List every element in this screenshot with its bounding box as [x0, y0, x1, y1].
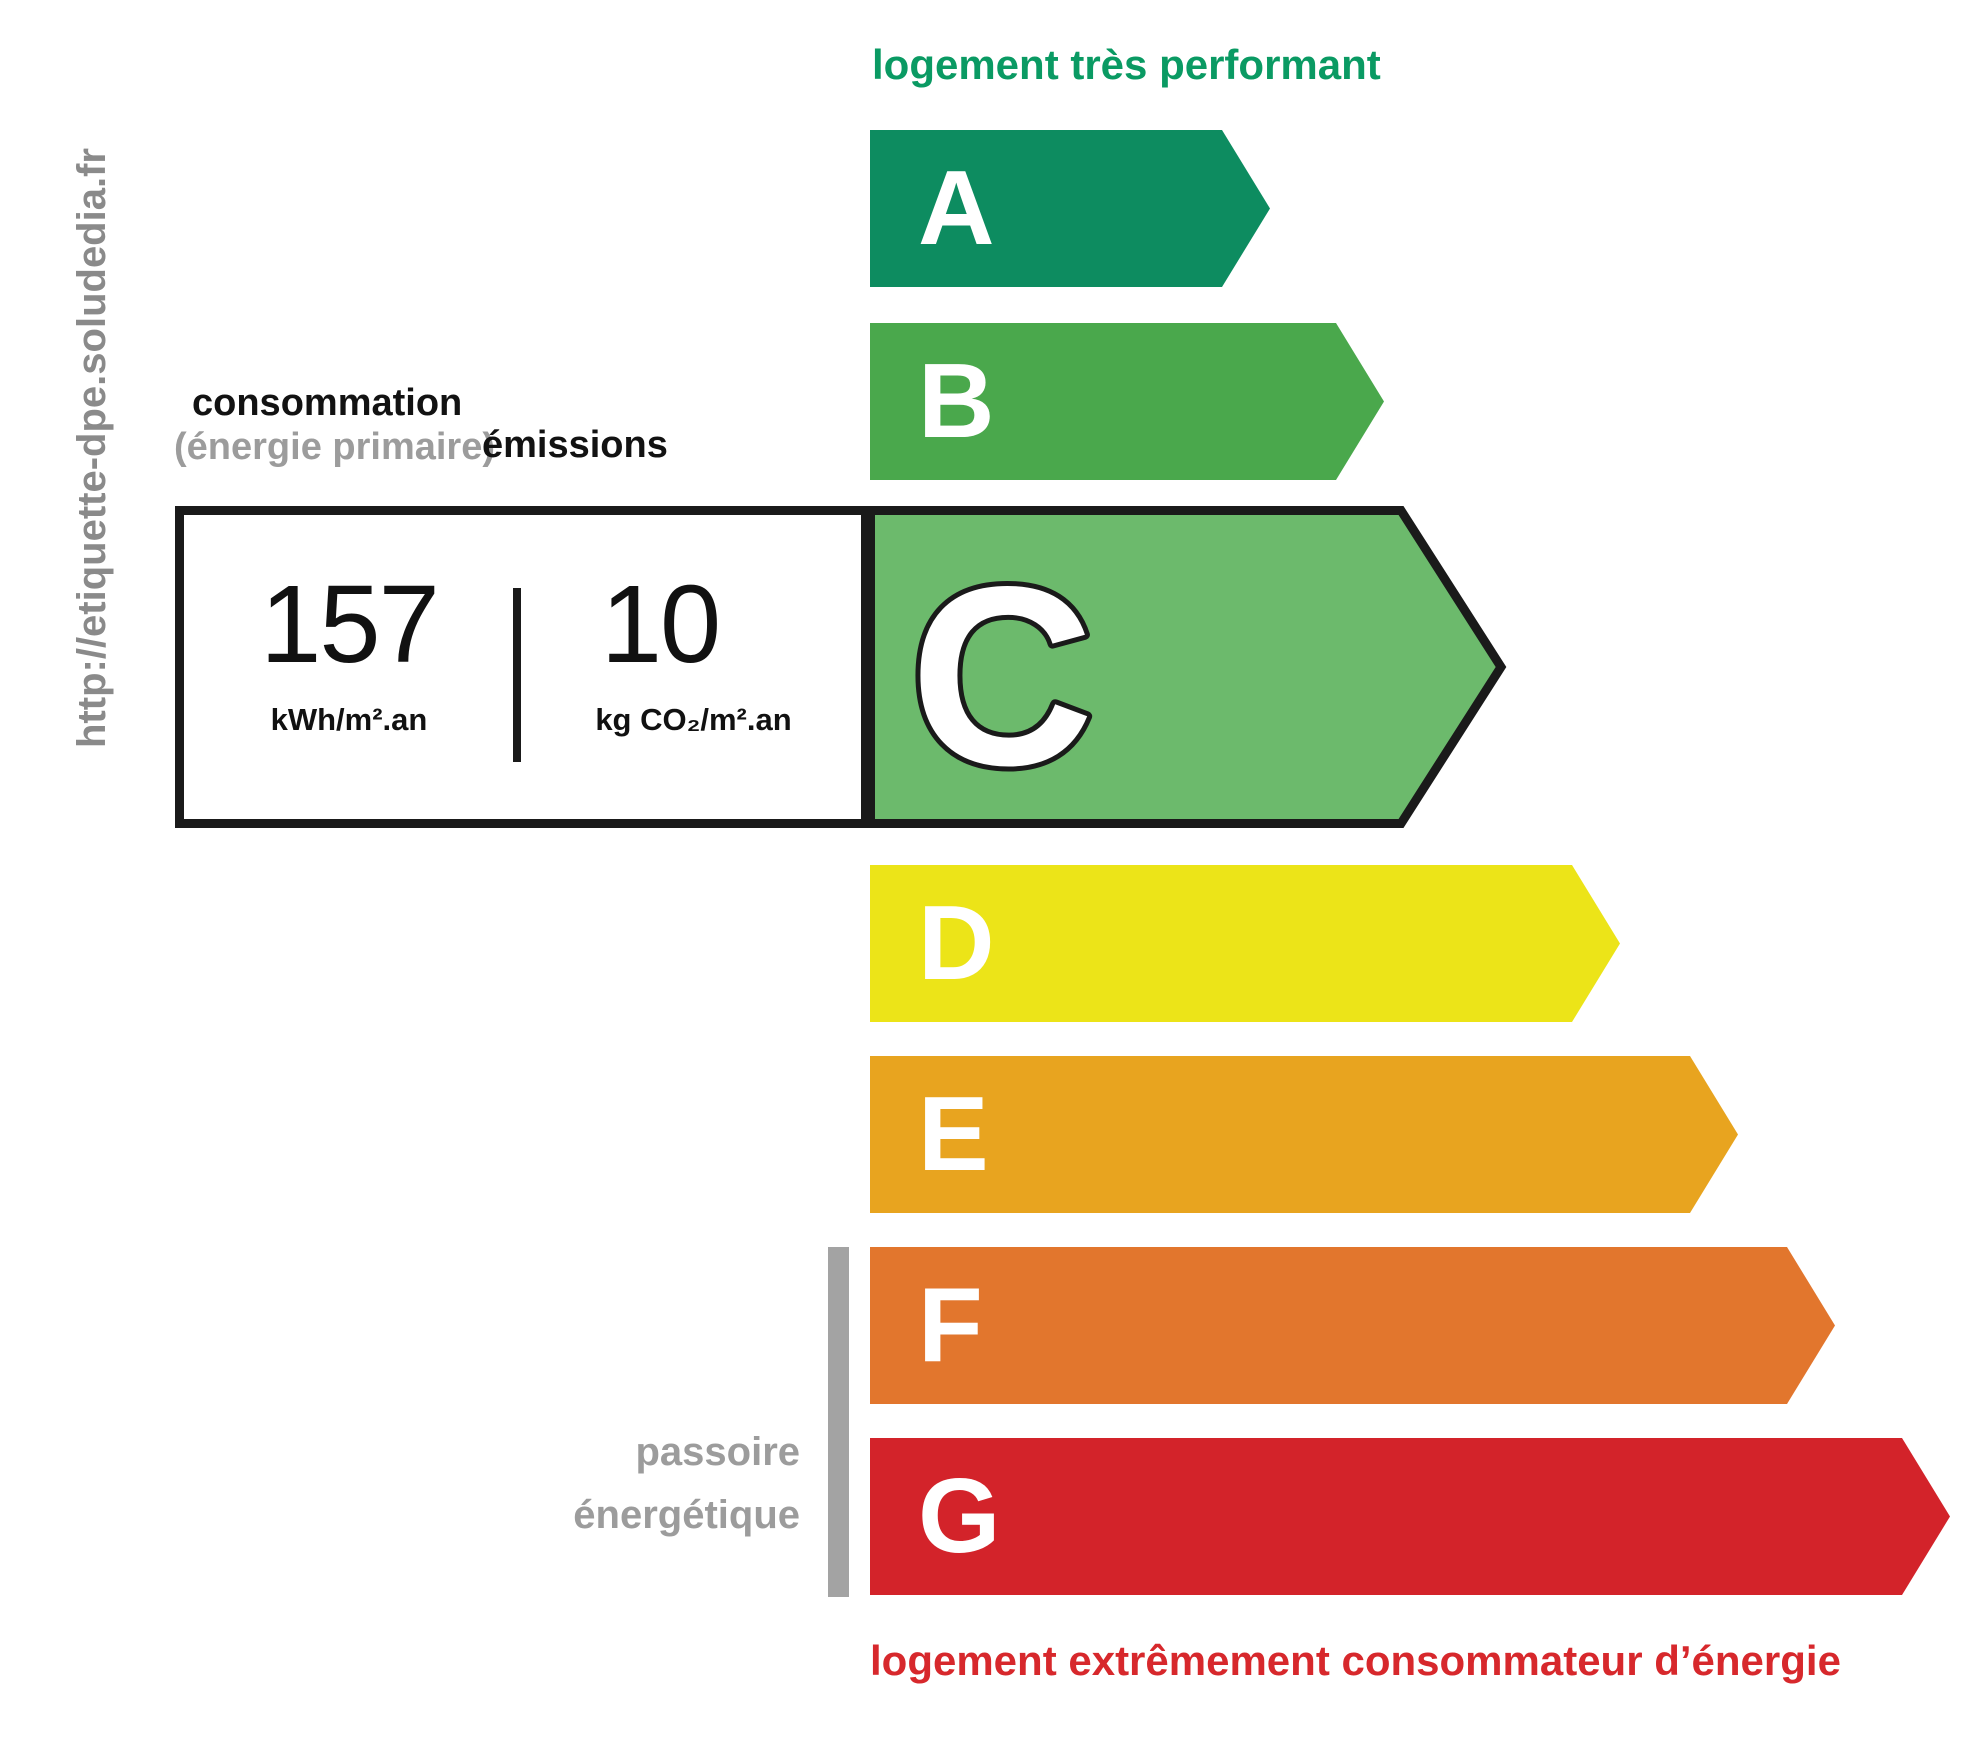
source-url-watermark: http://etiquette-dpe.soludedia.fr [70, 148, 114, 748]
grade-bar-a: A [870, 130, 1270, 287]
values-divider [513, 588, 521, 762]
grade-letter-g: G [918, 1457, 1001, 1575]
grade-letter-f: F [918, 1266, 983, 1384]
consumption-value: 157 [260, 563, 440, 686]
grade-letter-c: C [910, 534, 1094, 819]
grade-letter-a: A [918, 149, 995, 267]
grade-bar-b: B [870, 323, 1384, 480]
grade-bar-g: G [870, 1438, 1950, 1595]
grade-bar-c-current: C [866, 506, 1507, 828]
caption-very-consuming: logement extrêmement consommateur d’éner… [870, 1637, 1841, 1684]
grade-letter-b: B [918, 342, 995, 460]
emissions-value: 10 [600, 563, 721, 686]
passoire-label-line1: passoire [635, 1430, 800, 1474]
grade-letter-d: D [918, 884, 995, 1002]
grade-bar-f: F [870, 1247, 1835, 1404]
grade-bar-d: D [870, 865, 1620, 1022]
emissions-label: émissions [482, 424, 668, 466]
current-grade-arrow-shape [866, 506, 1507, 828]
consumption-label: consommation [192, 382, 463, 424]
passoire-label-line2: énergétique [573, 1493, 800, 1537]
values-box [175, 506, 870, 828]
consumption-unit: kWh/m².an [270, 702, 428, 737]
caption-very-efficient: logement très performant [872, 41, 1381, 88]
grade-bar-e: E [870, 1056, 1738, 1213]
grade-letter-e: E [918, 1075, 989, 1193]
passoire-bracket-bar [828, 1247, 849, 1597]
passoire-label: passoire énergétique [420, 1421, 800, 1547]
emissions-unit: kg CO₂/m².an [595, 702, 792, 737]
consumption-sublabel: (énergie primaire) [174, 426, 495, 468]
